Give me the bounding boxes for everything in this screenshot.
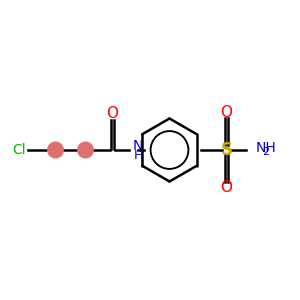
Text: S: S [220, 141, 232, 159]
Text: O: O [106, 106, 119, 122]
Circle shape [78, 142, 93, 158]
Text: NH: NH [256, 142, 277, 155]
Text: Cl: Cl [13, 143, 26, 157]
Text: O: O [220, 180, 232, 195]
Circle shape [48, 142, 63, 158]
Text: N: N [133, 140, 143, 153]
Text: O: O [220, 105, 232, 120]
Text: H: H [133, 149, 143, 162]
Text: 2: 2 [262, 147, 270, 158]
